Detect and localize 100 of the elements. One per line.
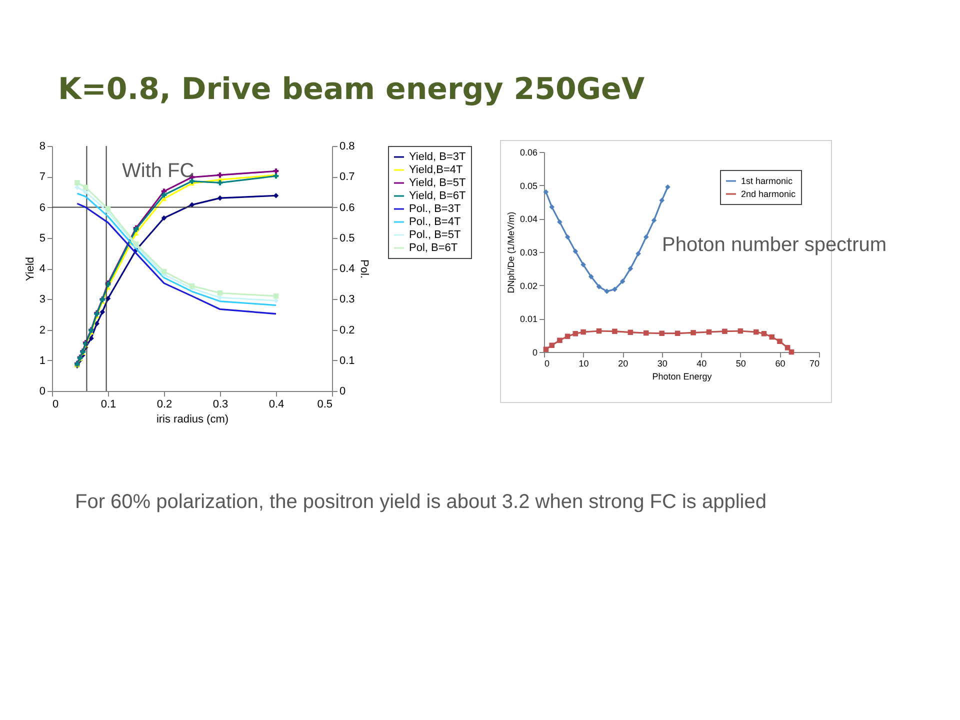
x-tick-label: 60 [775,358,786,368]
x-tick-label: 10 [578,358,589,368]
point [94,320,100,326]
point [74,184,80,190]
point [588,274,594,280]
point [549,342,555,348]
x-tick-label: 20 [618,358,628,368]
legend-label: Pol, B=6T [409,242,458,254]
y-tick-label: 0 [532,348,538,358]
y2-tick-label: 0.6 [340,202,355,214]
point [105,206,111,212]
chart-title: K=0.8, Drive beam energy 250GeV [58,72,645,107]
point [88,336,94,341]
legend-label: 1st harmonic [741,176,794,186]
annotation: With FC [122,160,194,183]
point [564,234,570,240]
line-series [76,202,277,315]
y-tick-label: 4 [39,263,46,275]
legend-label: Pol., B=4T [409,216,461,228]
y-tick-label: 7 [39,171,46,184]
point [636,251,641,256]
point [572,248,578,254]
point [572,331,578,336]
point [753,329,759,335]
y2-tick-label: 0.7 [340,171,355,184]
point [620,278,626,284]
x-tick-label: 0.1 [100,398,116,410]
point [580,329,586,335]
point [769,334,775,340]
x-tick-label: 70 [809,358,820,368]
point [543,346,549,352]
x-tick-label: 0.2 [156,398,172,410]
point [690,330,696,336]
point [161,215,167,221]
point [217,195,223,201]
y-tick-label: 0 [39,386,46,398]
y-axis-title: Yield [24,256,36,282]
annotation: Photon number spectrum [662,234,887,257]
y-tick-label: 1 [39,354,46,367]
y2-tick-label: 0.8 [340,140,355,152]
x-axis-title: iris radius (cm) [156,414,229,426]
point [777,338,782,344]
text: For 60% polarization, the positron yield is about 3.2 when strong FC is applied [75,490,768,515]
legend-label: Yield, B=6T [409,190,466,202]
y2-tick-label: 0 [340,386,346,398]
y-tick-label: 6 [39,202,46,214]
point [612,286,618,292]
legend-label: Yield, B=5T [409,177,466,189]
y-tick-label: 8 [39,140,46,152]
point [189,178,195,184]
y2-tick-label: 0.4 [340,263,355,275]
legend-label: Pol., B=5T [409,229,461,241]
point [217,180,223,186]
point [74,180,80,186]
point [761,331,767,336]
point [100,309,106,315]
point [564,334,570,339]
legend-label: Pol., B=3T [409,203,461,215]
x-tick-label: 0 [544,358,550,368]
y-tick-label: 0.01 [520,314,538,324]
y-tick-label: 0.02 [520,280,538,291]
point [82,184,88,190]
point [722,328,728,334]
y-tick-label: 2 [39,324,46,336]
y-tick-label: 0.05 [520,180,538,191]
point [557,338,562,343]
x-tick-label: 0 [52,398,59,410]
point [643,330,649,336]
point [604,288,610,294]
y2-tick-label: 0.2 [340,324,355,336]
x-tick-label: 40 [696,358,707,368]
y-tick-label: 0.06 [520,148,538,158]
x-tick-label: 0.5 [317,398,332,410]
point [784,345,790,350]
point [628,266,634,272]
x-tick-label: 0.3 [212,398,228,410]
point [543,189,549,195]
y-tick-label: 0.03 [520,248,538,258]
x-tick-label: 30 [657,358,668,368]
y2-tick-label: 0.3 [340,294,355,306]
point [659,330,665,336]
y-tick-label: 0.04 [520,214,538,224]
y2-axis-title: Pol. [358,260,370,278]
x-axis-title: Photon Energy [652,372,712,382]
x-tick-label: 50 [736,358,746,368]
point [612,328,618,334]
point [659,198,665,203]
legend-label: Yield, B=3T [409,151,466,163]
y-tick-label: 3 [39,294,46,306]
point [549,204,555,210]
point [674,330,680,336]
y2-tick-label: 0.5 [340,232,355,244]
x-tick-label: 0.4 [268,398,284,410]
y-axis-title: DNph/De (1/MeV/m) [506,212,516,294]
point [580,262,586,268]
point [628,330,634,335]
point [643,234,649,240]
legend-label: 2nd harmonic [741,189,796,199]
legend-label: Yield,B=4T [409,164,463,176]
y-tick-label: 5 [39,232,46,244]
